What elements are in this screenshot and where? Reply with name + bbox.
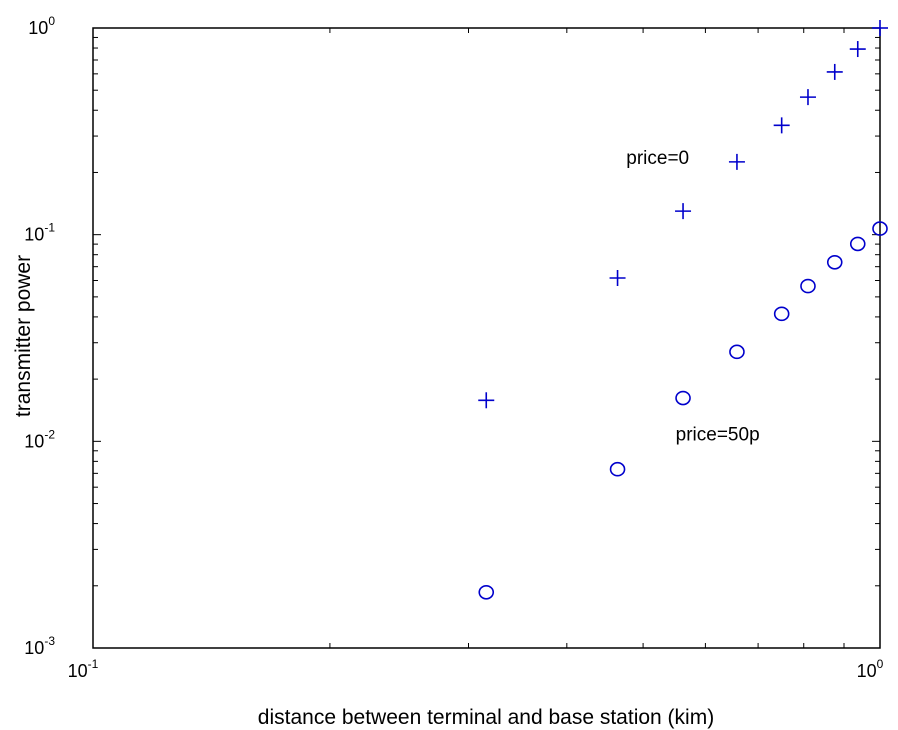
circle-marker	[849, 236, 866, 252]
x-axis-label: distance between terminal and base stati…	[258, 706, 714, 729]
x-tick-label: 100	[857, 657, 884, 681]
plus-marker	[609, 270, 626, 287]
annotation-label: price=0	[626, 148, 689, 169]
y-tick-label: 10-1	[24, 221, 55, 245]
annotation-label: price=50p	[676, 424, 760, 445]
y-axis-ticks	[93, 27, 880, 649]
plus-marker	[849, 41, 866, 58]
series-circle	[478, 221, 888, 600]
y-axis-label: transmitter power	[12, 255, 35, 417]
x-tick-label: 10-1	[68, 657, 99, 681]
y-tick-label: 10-3	[24, 634, 55, 658]
y-tick-label: 100	[28, 14, 55, 38]
y-tick-label: 10-2	[24, 427, 55, 451]
x-axis-ticks	[92, 28, 881, 648]
plot-border	[92, 27, 881, 649]
annotations: price=0 price=50p	[626, 148, 759, 446]
circle-marker	[826, 255, 843, 270]
plus-marker	[826, 63, 843, 80]
y-axis-tick-labels: 10-3 10-2 10-1 100	[24, 14, 55, 658]
circle-marker	[675, 390, 691, 406]
plot-frame	[92, 27, 881, 649]
plus-marker	[675, 203, 692, 220]
x-axis-tick-labels: 10-1 100	[68, 657, 884, 681]
plus-marker	[478, 392, 495, 409]
circle-marker	[478, 585, 495, 600]
plus-marker	[799, 89, 816, 106]
circle-marker	[773, 306, 790, 322]
series-layer	[478, 20, 888, 600]
circle-marker	[729, 344, 745, 360]
circle-marker	[872, 221, 888, 236]
circle-marker	[609, 461, 626, 477]
plus-marker	[728, 153, 745, 170]
series-plus	[478, 20, 888, 409]
circle-marker	[800, 278, 816, 294]
plus-marker	[872, 20, 888, 36]
plus-marker	[773, 117, 790, 134]
